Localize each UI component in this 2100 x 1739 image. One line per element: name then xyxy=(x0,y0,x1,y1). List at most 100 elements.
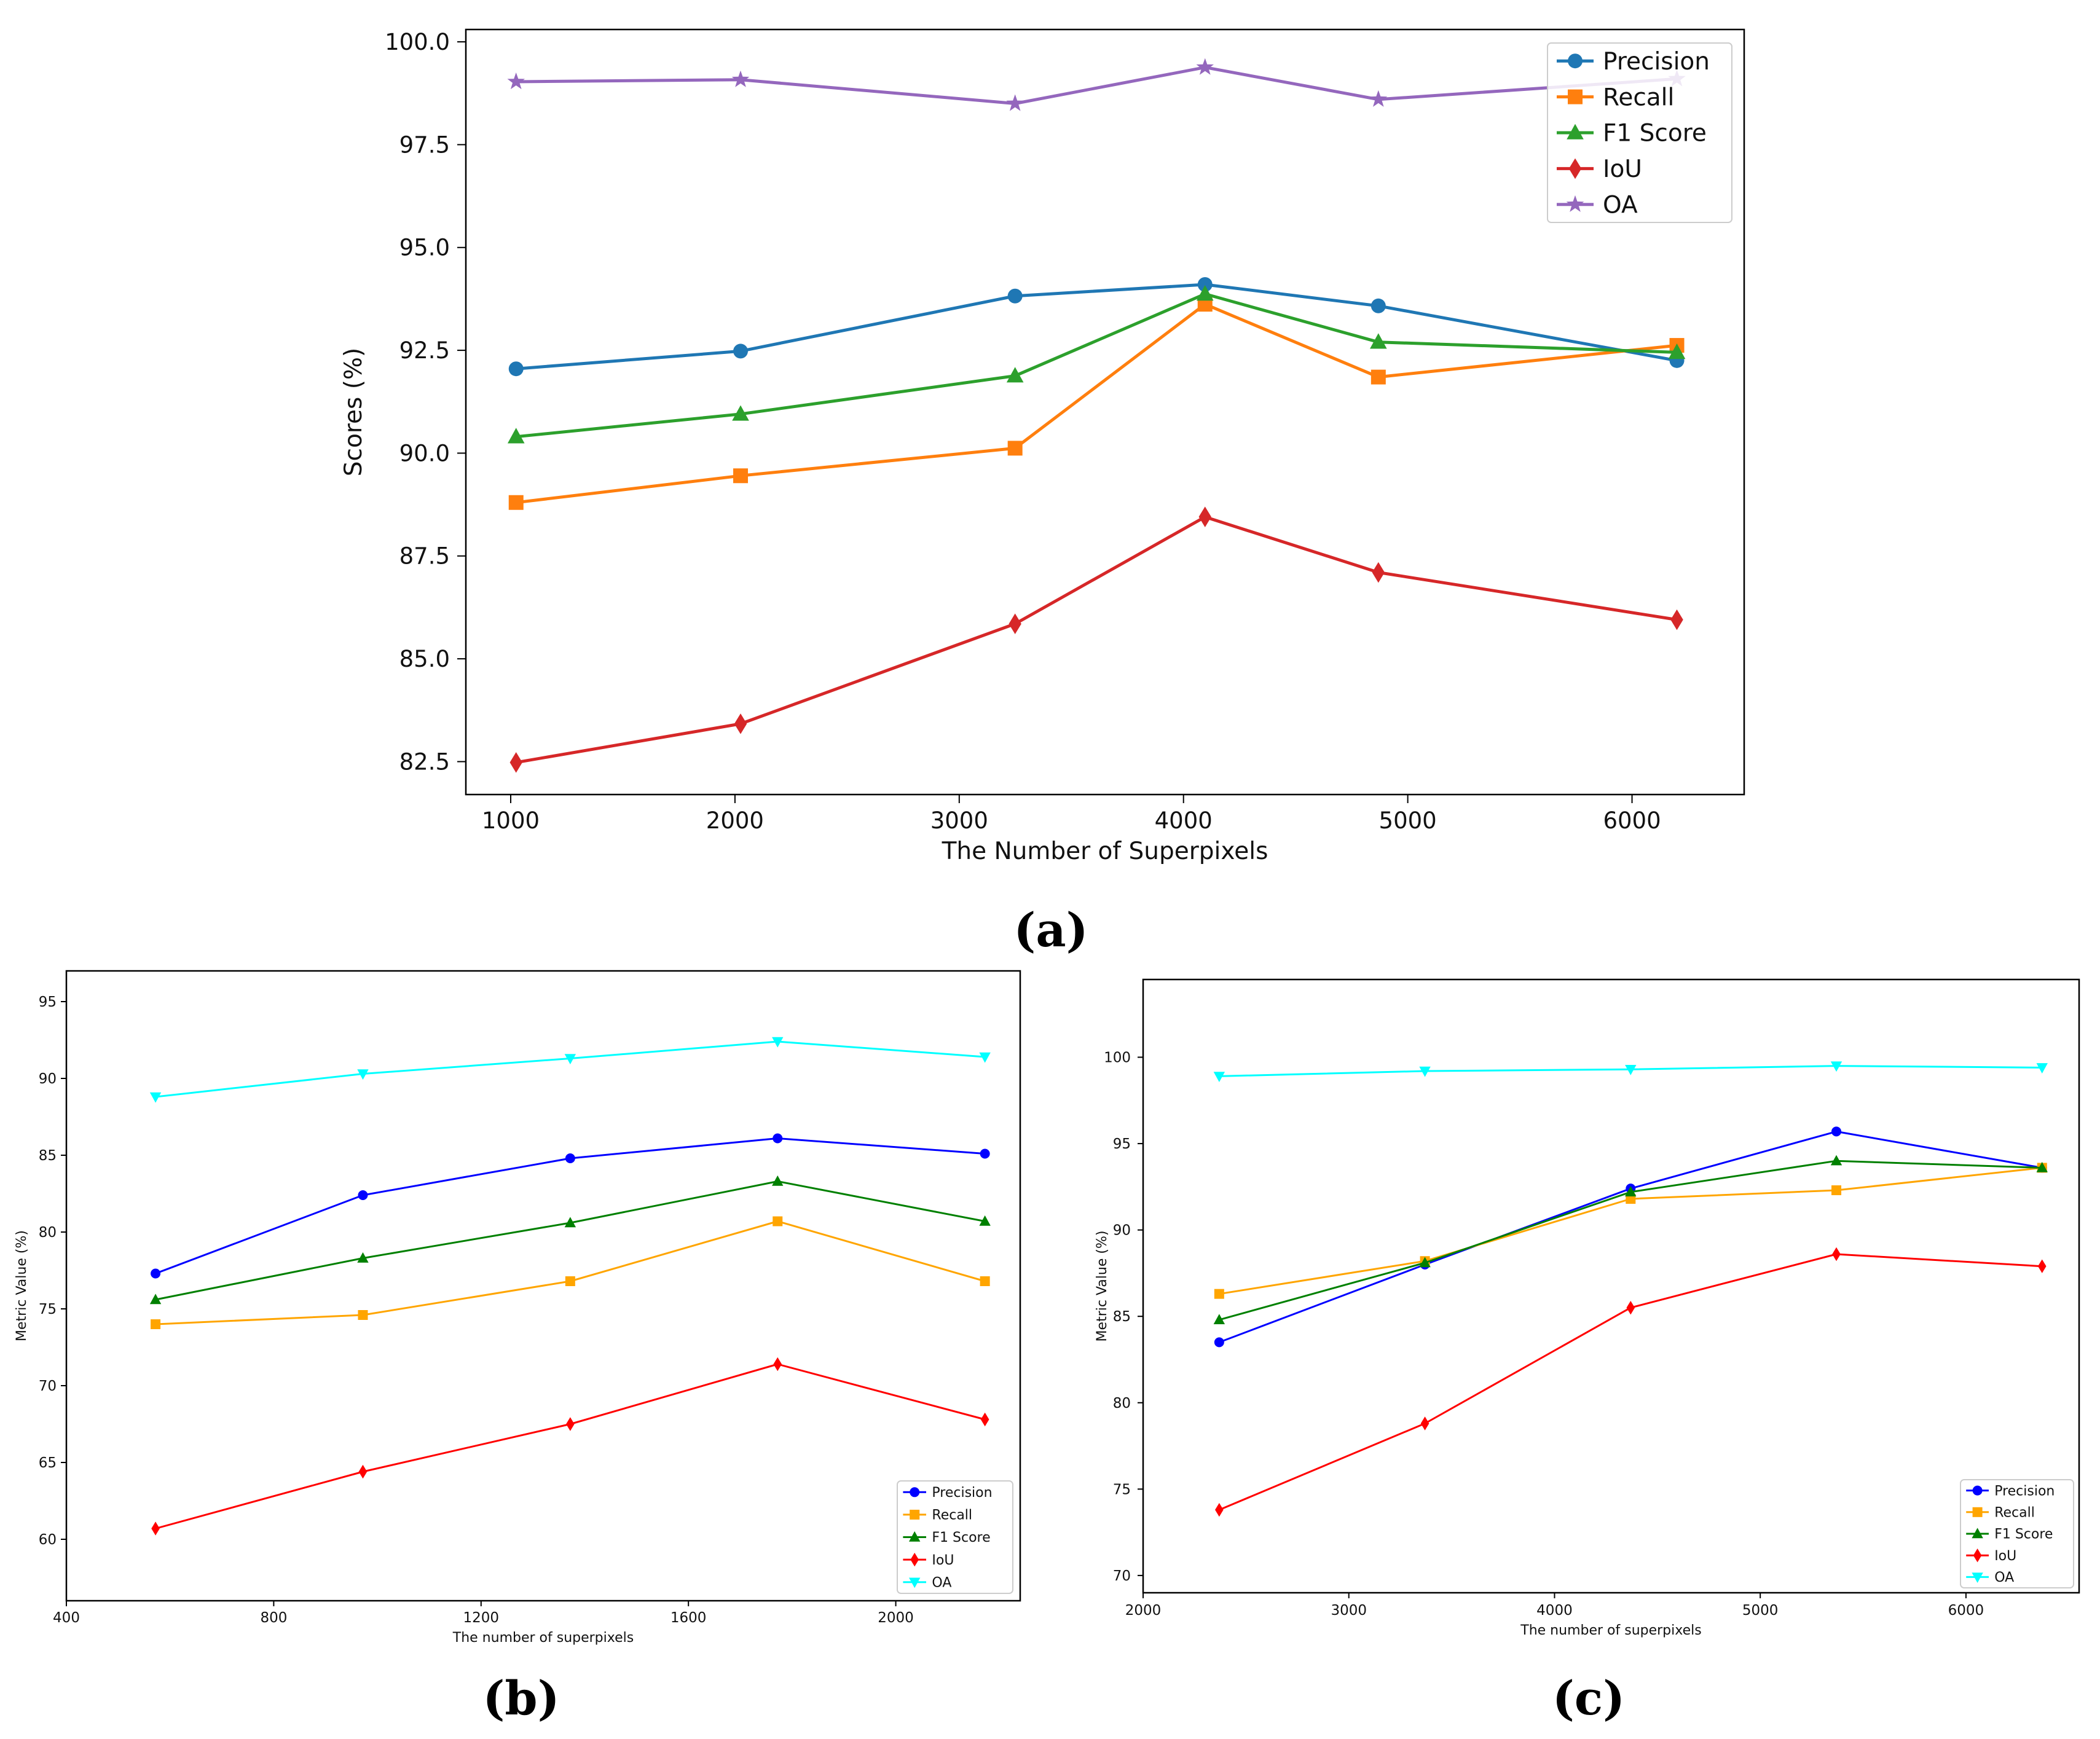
data-point xyxy=(149,1293,162,1305)
x-tick-label: 4000 xyxy=(1536,1603,1573,1619)
data-point xyxy=(1215,1502,1224,1517)
x-tick-label: 5000 xyxy=(1379,807,1437,834)
data-point xyxy=(565,1153,575,1163)
data-point xyxy=(1213,1072,1225,1083)
legend-marker xyxy=(1568,158,1582,179)
chart-a: 1000 2000 3000 4000 5000 6000 82.5 85.0 87.5 90.0… xyxy=(340,28,1745,865)
y-tick-label: 95.0 xyxy=(399,235,450,261)
data-point xyxy=(1831,1185,1842,1195)
caption-a: (a) xyxy=(1013,903,1088,957)
legend-label: F1 Score xyxy=(1603,120,1707,147)
data-point xyxy=(1213,1314,1225,1325)
legend-label: OA xyxy=(1603,191,1638,219)
data-point xyxy=(507,73,525,90)
x-tick-label: 2000 xyxy=(878,1610,914,1626)
plot-frame xyxy=(65,970,1021,1602)
legend: Precision Recall F1 Score IoU OA xyxy=(1960,1479,2074,1588)
series-line xyxy=(516,292,1677,439)
x-tick-label: 1600 xyxy=(671,1610,707,1626)
data-point xyxy=(1009,613,1021,635)
y-tick-label: 85 xyxy=(1113,1309,1131,1325)
legend-marker xyxy=(1568,53,1583,69)
series-recall xyxy=(151,1216,990,1329)
y-tick-label: 90.0 xyxy=(399,440,450,466)
data-point xyxy=(1419,1257,1431,1268)
data-point xyxy=(149,1092,162,1103)
y-tick-label: 80 xyxy=(1113,1396,1131,1411)
data-point xyxy=(1214,1337,1224,1348)
data-point xyxy=(151,1319,161,1329)
plot-frame xyxy=(1142,978,2080,1594)
legend: Precision Recall F1 Score IoU OA xyxy=(1547,42,1732,223)
data-point xyxy=(2036,1063,2048,1074)
data-point xyxy=(1214,1289,1224,1299)
data-point xyxy=(358,1464,368,1479)
x-axis-label: The number of superpixels xyxy=(1520,1623,1701,1638)
data-point xyxy=(1670,609,1683,630)
data-point xyxy=(565,1276,575,1286)
data-point xyxy=(731,70,750,87)
legend-label: Precision xyxy=(1603,48,1710,76)
legend-marker xyxy=(910,1487,920,1498)
legend-marker xyxy=(1972,1485,1983,1496)
y-tick-label: 97.5 xyxy=(399,132,450,158)
legend-marker xyxy=(1973,1549,1982,1563)
chart-b: 400 800 1200 1600 2000 60 65 70 75 80 85 90 95 The nu… xyxy=(14,970,1021,1646)
x-tick-label: 2000 xyxy=(706,807,764,834)
data-point xyxy=(1007,288,1023,304)
x-tick-label: 1000 xyxy=(482,807,540,834)
x-tick-label: 6000 xyxy=(1948,1603,1984,1619)
data-point xyxy=(507,428,525,444)
y-tick-label: 95 xyxy=(1113,1136,1131,1152)
data-point xyxy=(151,1268,161,1279)
caption-c: (c) xyxy=(1552,1671,1625,1725)
series-f1-score xyxy=(507,285,1686,444)
series-line xyxy=(516,283,1677,371)
legend-label: IoU xyxy=(932,1553,954,1568)
data-point xyxy=(1196,285,1214,301)
data-point xyxy=(732,405,749,421)
y-tick-label: 85 xyxy=(39,1148,57,1164)
x-tick-label: 4000 xyxy=(1155,807,1213,834)
y-tick-label: 70 xyxy=(1113,1568,1131,1584)
data-point xyxy=(357,1252,369,1263)
data-point xyxy=(1668,343,1686,359)
data-point xyxy=(1007,441,1023,456)
legend-marker xyxy=(909,1531,921,1542)
series-oa xyxy=(149,1037,991,1103)
data-point xyxy=(1626,1194,1636,1204)
y-axis-label: Scores (%) xyxy=(340,348,368,476)
legend-label: OA xyxy=(932,1575,951,1590)
x-tick-label: 2000 xyxy=(1125,1603,1162,1619)
x-tick-label: 1200 xyxy=(463,1610,500,1626)
series-iou xyxy=(509,506,1683,773)
legend-label: Recall xyxy=(932,1508,972,1523)
legend-label: IoU xyxy=(1994,1549,2016,1564)
x-tick-label: 3000 xyxy=(1331,1603,1367,1619)
data-point xyxy=(773,1216,783,1227)
x-tick-label: 5000 xyxy=(1742,1603,1779,1619)
data-point xyxy=(564,1054,576,1065)
data-point xyxy=(1625,1064,1637,1075)
legend-label: F1 Score xyxy=(1994,1527,2053,1542)
y-tick-label: 82.5 xyxy=(399,748,450,775)
y-axis-label: Metric Value (%) xyxy=(14,1230,29,1341)
y-axis-label: Metric Value (%) xyxy=(1095,1231,1110,1342)
series-f1-score xyxy=(1213,1155,2048,1325)
series-line xyxy=(516,302,1677,504)
data-point xyxy=(358,1190,368,1200)
data-point xyxy=(772,1175,784,1186)
legend-marker xyxy=(909,1577,921,1588)
data-point xyxy=(1419,1066,1431,1077)
legend-marker xyxy=(1568,89,1583,104)
y-tick-label: 75 xyxy=(39,1301,57,1317)
data-point xyxy=(2036,1161,2048,1172)
legend-label: Precision xyxy=(932,1485,992,1501)
y-tick-label: 70 xyxy=(39,1378,57,1394)
data-point xyxy=(734,713,747,734)
caption-b: (b) xyxy=(482,1671,559,1725)
series-oa xyxy=(1213,1061,2048,1083)
data-point xyxy=(1625,1186,1637,1196)
data-point xyxy=(508,495,524,510)
